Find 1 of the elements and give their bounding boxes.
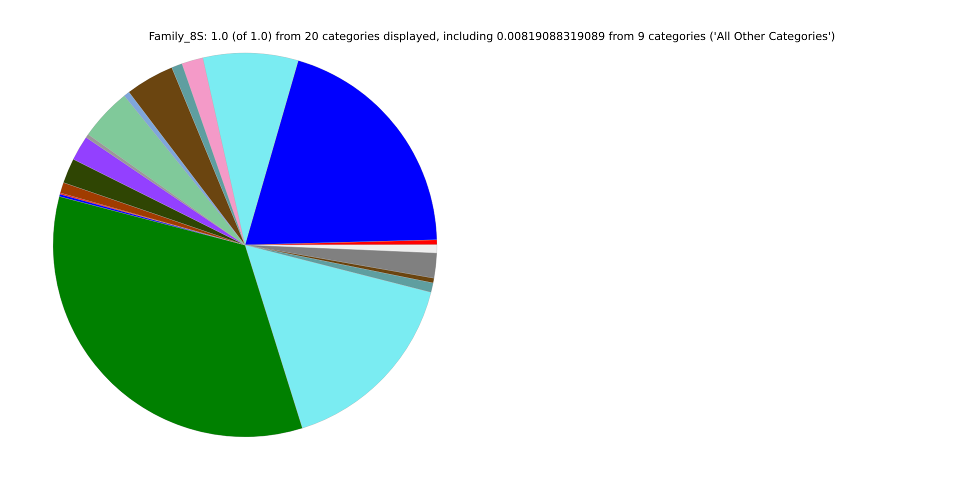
text: Family_8S: 1.0 (of 1.0) from 20 categories displayed, including 0.00819088319089 from 9 categories ('All Other Categories') [148,30,836,43]
